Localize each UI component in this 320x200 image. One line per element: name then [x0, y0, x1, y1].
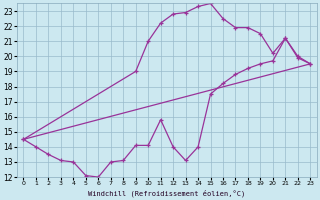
X-axis label: Windchill (Refroidissement éolien,°C): Windchill (Refroidissement éolien,°C) — [88, 189, 245, 197]
